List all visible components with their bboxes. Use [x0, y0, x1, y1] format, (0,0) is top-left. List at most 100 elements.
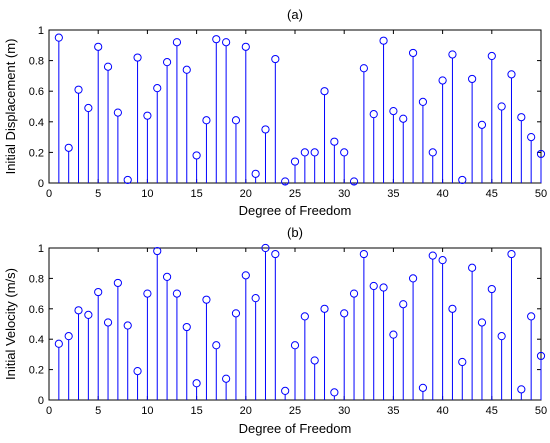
y-tick-label: 0.4	[29, 334, 44, 346]
stem-marker	[123, 175, 132, 185]
x-tick-label: 10	[141, 188, 153, 200]
stem-marker	[231, 309, 241, 318]
x-axis-label: Degree of Freedom	[239, 421, 352, 436]
stem-marker	[428, 148, 437, 157]
stem-marker	[399, 114, 408, 123]
stem-marker	[123, 321, 132, 330]
stem-marker	[340, 309, 349, 318]
stem-marker	[143, 289, 152, 298]
x-tick-label: 30	[338, 405, 350, 417]
x-axis-label: Degree of Freedom	[239, 203, 352, 218]
stem-marker	[399, 300, 408, 309]
x-tick-label: 40	[436, 405, 448, 417]
x-tick-label: 15	[190, 405, 202, 417]
stem-marker	[468, 263, 477, 272]
x-tick-label: 25	[289, 405, 301, 417]
stem-marker	[212, 341, 221, 350]
y-tick-label: 0.2	[29, 365, 44, 377]
stem-marker	[172, 289, 182, 298]
y-tick-label: 0.6	[29, 304, 44, 316]
stem-marker	[113, 108, 122, 117]
stem-marker	[330, 137, 339, 146]
stem-marker	[517, 113, 526, 122]
stem-marker	[448, 50, 457, 59]
stem-marker	[222, 374, 231, 383]
stem-marker	[281, 386, 290, 395]
stem-marker	[369, 110, 378, 119]
stem-marker	[507, 70, 516, 79]
stem-marker	[340, 148, 349, 157]
stem-marker	[162, 272, 172, 281]
stem-marker	[448, 304, 457, 313]
stem-marker	[133, 367, 142, 376]
stem-marker	[271, 54, 280, 64]
stem-marker	[182, 65, 191, 74]
stem-marker	[438, 256, 447, 265]
stem-marker	[527, 133, 536, 142]
stem-marker	[84, 310, 93, 319]
stem-marker	[281, 177, 290, 186]
x-tick-label: 45	[486, 405, 498, 417]
stem-marker	[438, 76, 447, 85]
stem-marker	[389, 106, 398, 116]
stem-marker	[330, 388, 339, 397]
stem-marker	[172, 38, 182, 47]
stem-marker	[369, 281, 378, 291]
panel-title: (a)	[287, 7, 303, 22]
stem-marker	[94, 287, 103, 297]
stem-marker	[349, 289, 359, 298]
x-tick-label: 25	[289, 188, 301, 200]
y-tick-label: 0.8	[29, 56, 44, 68]
x-tick-label: 50	[535, 188, 547, 200]
y-tick-label: 1	[38, 25, 44, 37]
stem-marker	[202, 116, 211, 125]
stem-marker	[477, 120, 487, 129]
stem-marker	[153, 84, 162, 93]
x-tick-label: 5	[95, 188, 101, 200]
stem-marker	[231, 116, 241, 125]
stem-marker	[379, 283, 388, 292]
x-tick-label: 35	[387, 405, 399, 417]
stem-marker	[113, 278, 122, 288]
x-tick-label: 20	[240, 188, 252, 200]
stem-marker	[477, 318, 487, 327]
x-tick-label: 40	[436, 188, 448, 200]
x-tick-label: 15	[190, 188, 202, 200]
stem-marker	[84, 103, 93, 113]
stem-marker	[468, 74, 477, 84]
stem-marker	[418, 97, 428, 107]
stem-marker	[133, 53, 142, 62]
stem-marker	[290, 157, 300, 166]
stem-marker	[379, 36, 388, 45]
y-axis-label: Initial Displacement (m)	[3, 39, 18, 175]
stem-marker	[359, 249, 368, 259]
stem-marker	[536, 351, 546, 361]
stem-marker	[212, 35, 221, 44]
stem-marker	[458, 357, 467, 367]
panel-a: 0 5 10 15 20 25 30 35 40 45 50 0 0.2 0.4 0.6 0.8 1 (a) Deg…	[3, 7, 547, 218]
stem-marker	[64, 143, 73, 152]
x-tick-label: 0	[46, 405, 52, 417]
stem-marker	[54, 339, 63, 348]
x-tick-label: 45	[486, 188, 498, 200]
stem-marker	[359, 64, 368, 73]
stem-marker	[143, 111, 152, 120]
stem-marker	[271, 249, 280, 259]
stem-marker	[320, 87, 329, 96]
stem-marker	[458, 175, 467, 185]
stem-marker	[74, 306, 83, 315]
stem-marker	[408, 48, 418, 58]
stem-marker	[192, 379, 201, 388]
stem-marker	[162, 58, 172, 67]
stem-marker	[300, 148, 309, 157]
plot-frame	[48, 29, 542, 184]
y-axis-label: Initial Velocity (m/s)	[3, 268, 18, 380]
x-tick-label: 30	[338, 188, 350, 200]
stem-marker	[536, 149, 546, 159]
stem-marker	[241, 271, 250, 280]
y-tick-label: 0.2	[29, 147, 44, 159]
y-tick-label: 0.8	[29, 273, 44, 285]
stem-marker	[497, 332, 506, 341]
stem-marker	[300, 312, 309, 321]
